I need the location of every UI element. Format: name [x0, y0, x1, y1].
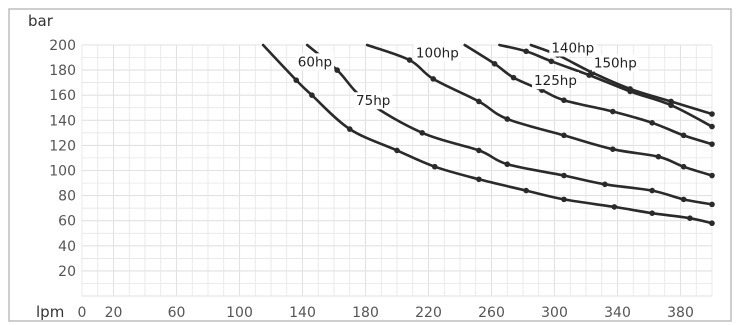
x-tick-label: 20	[105, 305, 123, 321]
data-point	[612, 204, 618, 210]
data-point	[293, 77, 299, 83]
x-axis-label: lpm	[36, 303, 64, 321]
data-point	[681, 133, 687, 139]
data-point	[476, 99, 482, 105]
x-tick-label: 60	[168, 305, 186, 321]
data-point	[523, 188, 529, 194]
data-point	[561, 197, 567, 203]
data-point	[347, 126, 353, 132]
data-point	[656, 154, 662, 160]
data-point	[610, 146, 616, 152]
data-point	[394, 148, 400, 154]
x-tick-label: 100	[226, 305, 253, 321]
data-point	[681, 197, 687, 203]
series-label: 75hp	[356, 93, 390, 109]
data-point	[561, 97, 567, 103]
data-point	[476, 148, 482, 154]
y-tick-label: 100	[49, 164, 76, 180]
data-point	[561, 173, 567, 179]
data-point	[709, 173, 715, 179]
y-tick-label: 180	[49, 63, 76, 79]
data-point	[419, 130, 425, 136]
series-label: 100hp	[416, 46, 459, 62]
data-point	[668, 99, 674, 105]
data-point	[649, 120, 655, 126]
data-point	[511, 75, 517, 81]
x-tick-label: 0	[78, 305, 87, 321]
data-point	[504, 161, 510, 167]
series-label: 140hp	[551, 41, 594, 57]
x-tick-label: 340	[604, 305, 631, 321]
data-point	[610, 109, 616, 115]
x-tick-label: 220	[415, 305, 442, 321]
series-label: 150hp	[594, 56, 637, 72]
series-label: 125hp	[534, 73, 577, 89]
x-tick-label: 380	[667, 305, 694, 321]
y-tick-label: 120	[49, 138, 76, 154]
series-label: 60hp	[298, 54, 332, 70]
data-point	[681, 164, 687, 170]
data-point	[334, 67, 340, 73]
data-point	[561, 133, 567, 139]
data-point	[627, 86, 633, 92]
data-point	[649, 210, 655, 216]
data-point	[602, 182, 608, 188]
data-point	[549, 59, 555, 65]
x-tick-label: 300	[541, 305, 568, 321]
data-point	[476, 176, 482, 182]
data-point	[504, 116, 510, 122]
data-point	[492, 61, 498, 67]
data-point	[523, 48, 529, 54]
y-tick-label: 200	[49, 38, 76, 54]
data-point	[430, 76, 436, 82]
y-tick-label: 80	[58, 189, 76, 205]
y-tick-label: 60	[58, 214, 76, 230]
data-point	[687, 215, 693, 221]
y-tick-label: 40	[58, 239, 76, 255]
data-point	[709, 220, 715, 226]
y-tick-label: 140	[49, 113, 76, 129]
data-point	[309, 92, 315, 98]
x-tick-label: 180	[352, 305, 379, 321]
data-point	[709, 111, 715, 117]
y-tick-label: 160	[49, 88, 76, 104]
y-axis-label: bar	[28, 12, 54, 30]
data-point	[407, 57, 413, 63]
data-point	[432, 164, 438, 170]
data-point	[709, 124, 715, 130]
x-tick-label: 260	[478, 305, 505, 321]
data-point	[709, 202, 715, 208]
data-point	[649, 188, 655, 194]
data-point	[709, 141, 715, 147]
y-tick-label: 20	[58, 264, 76, 280]
x-tick-label: 140	[289, 305, 316, 321]
